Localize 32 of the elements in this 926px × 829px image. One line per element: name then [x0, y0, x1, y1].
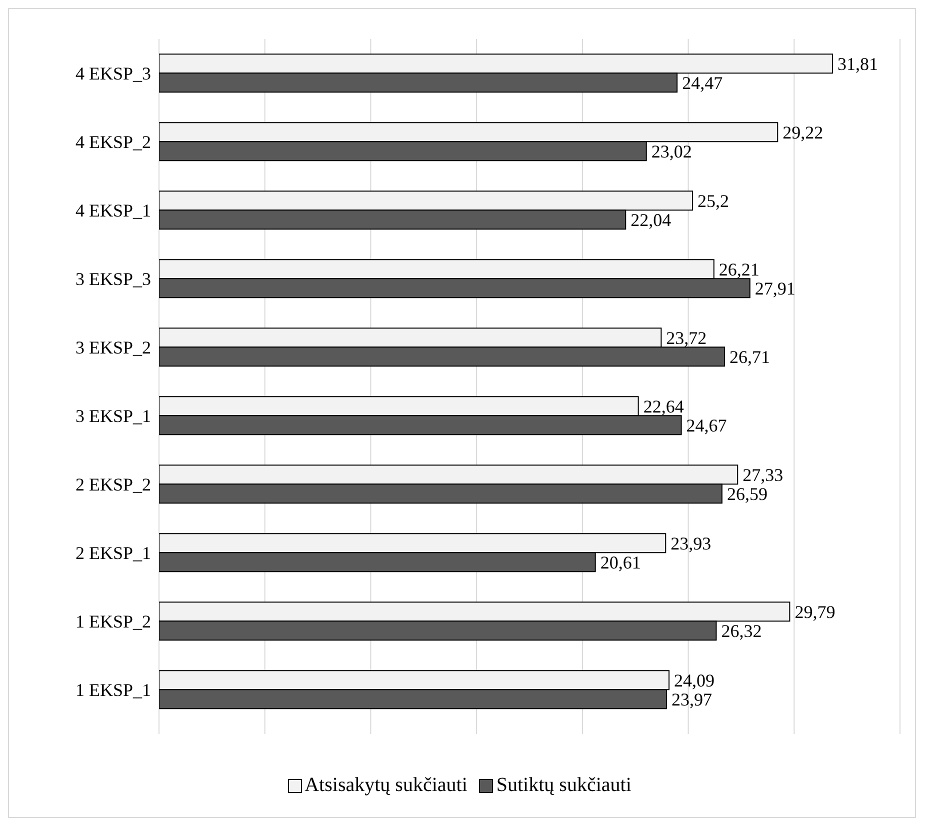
y-tick-label: 4 EKSP_2 — [75, 132, 151, 152]
y-tick-label: 3 EKSP_2 — [75, 338, 151, 358]
data-label: 23,02 — [651, 141, 692, 162]
data-label: 23,97 — [671, 689, 712, 710]
data-label: 29,79 — [794, 602, 836, 622]
data-label: 29,22 — [782, 122, 824, 142]
y-tick-label: 2 EKSP_2 — [75, 474, 151, 495]
data-label: 22,04 — [630, 210, 672, 230]
y-tick-label: 3 EKSP_3 — [75, 269, 151, 290]
data-label: 25,2 — [698, 190, 730, 211]
data-label: 23,72 — [666, 328, 707, 348]
data-label: 26,32 — [721, 620, 762, 641]
data-label: 23,93 — [670, 533, 712, 554]
y-tick-label: 3 EKSP_1 — [75, 406, 151, 426]
data-label: 26,21 — [718, 259, 760, 280]
y-tick-label: 4 EKSP_1 — [75, 200, 151, 221]
data-label: 24,47 — [682, 72, 723, 93]
y-tick-label: 4 EKSP_3 — [75, 64, 151, 84]
data-label: 24,09 — [674, 670, 715, 690]
legend-label: Sutiktų sukčiauti — [496, 774, 632, 797]
legend-label: Atsisakytų sukčiauti — [304, 774, 468, 797]
data-label: 22,64 — [643, 396, 684, 416]
data-label: 26,59 — [726, 484, 768, 504]
data-label: 31,81 — [837, 54, 878, 74]
y-tick-label: 1 EKSP_2 — [75, 612, 151, 632]
data-label: 26,71 — [729, 346, 770, 367]
data-label: 27,91 — [754, 278, 796, 298]
data-label: 20,61 — [600, 552, 641, 572]
data-label: 24,67 — [686, 415, 727, 436]
data-label: 27,33 — [742, 464, 784, 485]
y-tick-label: 1 EKSP_1 — [75, 680, 151, 700]
y-tick-label: 2 EKSP_1 — [75, 543, 151, 564]
